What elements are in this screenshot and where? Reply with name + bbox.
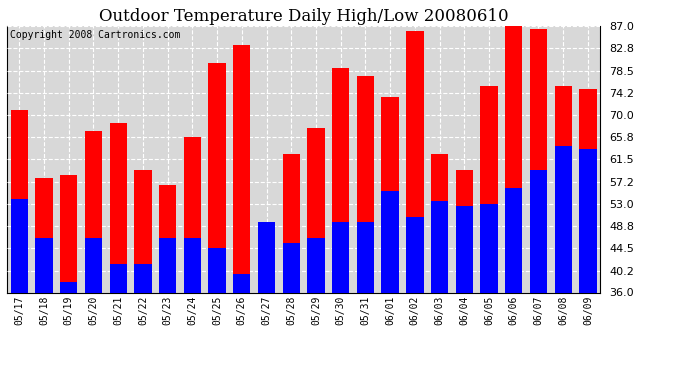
Bar bbox=[307, 128, 324, 292]
Bar bbox=[307, 238, 324, 292]
Bar bbox=[184, 238, 201, 292]
Bar bbox=[580, 89, 597, 292]
Bar bbox=[530, 29, 547, 292]
Bar bbox=[135, 264, 152, 292]
Bar bbox=[530, 170, 547, 292]
Bar bbox=[110, 264, 127, 292]
Bar bbox=[283, 154, 300, 292]
Bar bbox=[85, 238, 102, 292]
Bar bbox=[233, 274, 250, 292]
Bar bbox=[555, 86, 572, 292]
Bar bbox=[208, 248, 226, 292]
Bar bbox=[159, 186, 176, 292]
Bar bbox=[258, 222, 275, 292]
Bar bbox=[110, 123, 127, 292]
Bar bbox=[357, 222, 374, 292]
Title: Outdoor Temperature Daily High/Low 20080610: Outdoor Temperature Daily High/Low 20080… bbox=[99, 8, 509, 25]
Bar bbox=[406, 217, 424, 292]
Bar bbox=[431, 154, 448, 292]
Bar bbox=[10, 198, 28, 292]
Bar bbox=[258, 222, 275, 292]
Bar bbox=[233, 45, 250, 292]
Bar bbox=[505, 26, 522, 292]
Bar bbox=[480, 204, 497, 292]
Bar bbox=[35, 178, 52, 292]
Bar bbox=[431, 201, 448, 292]
Bar bbox=[480, 86, 497, 292]
Bar bbox=[357, 76, 374, 292]
Bar bbox=[85, 130, 102, 292]
Bar bbox=[184, 137, 201, 292]
Bar bbox=[135, 170, 152, 292]
Text: Copyright 2008 Cartronics.com: Copyright 2008 Cartronics.com bbox=[10, 30, 180, 40]
Bar bbox=[60, 175, 77, 292]
Bar bbox=[159, 238, 176, 292]
Bar bbox=[455, 206, 473, 292]
Bar bbox=[332, 222, 349, 292]
Bar bbox=[332, 68, 349, 292]
Bar bbox=[406, 32, 424, 292]
Bar bbox=[580, 149, 597, 292]
Bar bbox=[60, 282, 77, 292]
Bar bbox=[208, 63, 226, 292]
Bar bbox=[505, 188, 522, 292]
Bar bbox=[283, 243, 300, 292]
Bar bbox=[555, 146, 572, 292]
Bar bbox=[10, 110, 28, 292]
Bar bbox=[382, 97, 399, 292]
Bar bbox=[35, 238, 52, 292]
Bar bbox=[382, 191, 399, 292]
Bar bbox=[455, 170, 473, 292]
